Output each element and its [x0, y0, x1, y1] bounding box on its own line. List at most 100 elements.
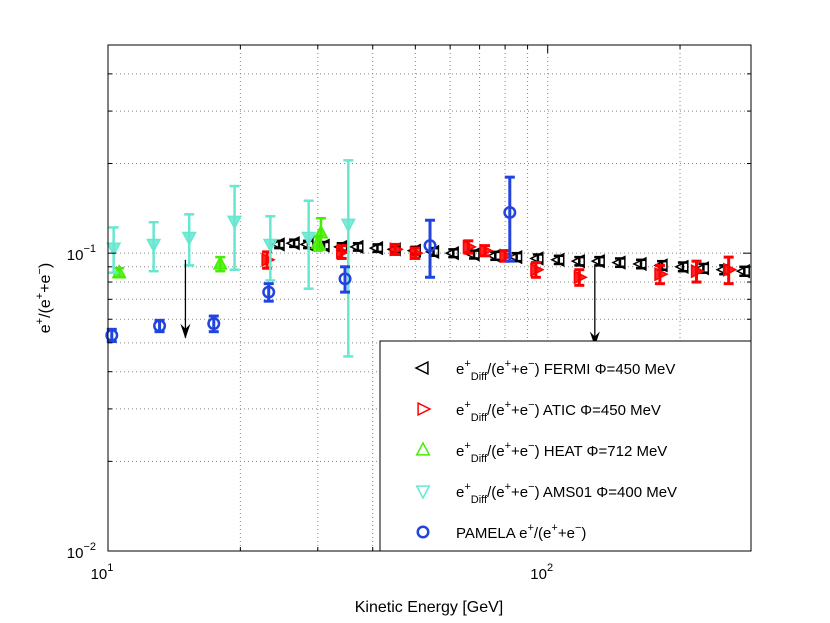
legend-label: e+Diff/(e++e−) AMS01 Φ=400 MeV	[456, 481, 677, 506]
data-point	[310, 234, 326, 249]
upper-limit-arrow	[180, 259, 191, 339]
legend-entry-atic: e+Diff/(e++e−) ATIC Φ=450 MeV	[417, 399, 661, 424]
legend: e+Diff/(e++e−) FERMI Φ=450 MeVe+Diff/(e+…	[379, 340, 752, 552]
data-point	[465, 247, 480, 262]
data-point	[507, 249, 523, 265]
data-point	[632, 256, 647, 272]
x-axis-label: Kinetic Energy [GeV]	[355, 599, 504, 616]
legend-label-part: /(e	[487, 443, 505, 460]
data-point	[270, 237, 285, 252]
legend-entry-ams01: e+Diff/(e++e−) AMS01 Φ=400 MeV	[415, 481, 677, 506]
data-point	[499, 248, 514, 263]
series-heat	[111, 216, 329, 279]
y-label-part: /(e	[37, 299, 54, 318]
data-point	[570, 254, 585, 269]
data-point	[212, 255, 228, 270]
legend-label-part: e	[456, 361, 464, 378]
legend-label-part: +	[505, 399, 511, 411]
series-pamela	[105, 175, 517, 344]
data-point	[106, 242, 122, 257]
data-point	[444, 246, 459, 261]
legend-label-part: +	[505, 481, 511, 493]
legend-label-part: Diff	[471, 371, 488, 383]
data-point	[654, 267, 669, 282]
data-point	[674, 259, 689, 274]
legend-label-part: Diff	[471, 412, 488, 424]
legend-marker	[415, 441, 431, 456]
data-point	[735, 264, 750, 279]
legend-entry-heat: e+Diff/(e++e−) HEAT Φ=712 MeV	[415, 440, 667, 465]
data-point	[462, 239, 478, 255]
data-point	[590, 254, 605, 269]
legend-label-part: +	[464, 358, 470, 370]
data-point	[423, 239, 437, 253]
legend-marker	[416, 525, 430, 539]
legend-label-part: ) HEAT Φ=712 MeV	[535, 443, 668, 460]
legend-label-part: +	[551, 522, 557, 534]
y-tick-label: 10−2	[67, 541, 96, 562]
legend-label-part: −	[528, 358, 534, 370]
legend-label-part: e	[456, 484, 464, 501]
legend-label-part: ) FERMI Φ=450 MeV	[535, 361, 676, 378]
legend-label-part: )	[581, 525, 586, 542]
data-point	[146, 238, 162, 254]
legend-label-part: /(e	[534, 525, 552, 542]
upper-limit-arrow	[589, 265, 600, 347]
data-point	[336, 244, 351, 260]
arrow-head	[180, 323, 191, 339]
y-tick-label: 10−1	[67, 243, 96, 264]
legend-label-part: +	[505, 358, 511, 370]
legend-label-part: +	[464, 481, 470, 493]
legend-label-part: +	[505, 440, 511, 452]
data-point	[349, 239, 364, 255]
y-label-part: +	[34, 293, 46, 299]
legend-label-part: ) AMS01 Φ=400 MeV	[535, 484, 677, 501]
data-point	[409, 246, 425, 261]
data-point	[285, 236, 300, 251]
data-point	[340, 218, 356, 233]
legend-label-part: /(e	[487, 484, 505, 501]
legend-label: e+Diff/(e++e−) HEAT Φ=712 MeV	[456, 440, 667, 465]
legend-label-part: e	[456, 402, 464, 419]
data-point	[261, 252, 276, 267]
data-point	[424, 244, 440, 260]
legend-label-part: −	[528, 399, 534, 411]
data-point	[105, 328, 119, 342]
data-point	[153, 319, 167, 333]
legend-label-part: Diff	[471, 453, 488, 465]
legend-label-part: −	[528, 440, 534, 452]
data-point	[389, 242, 404, 257]
data-point	[723, 262, 738, 277]
data-point	[262, 238, 278, 254]
legend-label: PAMELA e+/(e++e−)	[456, 522, 586, 542]
x-tick-label: 102	[530, 562, 553, 583]
legend-label-part: /(e	[487, 402, 505, 419]
legend-label: e+Diff/(e++e−) FERMI Φ=450 MeV	[456, 358, 675, 383]
y-label-part: −	[34, 268, 46, 274]
legend-label-part: /(e	[487, 361, 505, 378]
y-label-part: +	[34, 318, 46, 324]
data-point	[530, 262, 545, 277]
x-tick-label: 101	[91, 562, 114, 583]
legend-label-part: +e	[558, 525, 575, 542]
data-point	[479, 243, 494, 258]
data-layer	[105, 159, 750, 358]
legend-marker	[415, 485, 431, 500]
legend-label-part: +e	[511, 402, 528, 419]
data-point	[301, 231, 317, 246]
legend-marker	[417, 401, 432, 417]
data-point	[690, 264, 706, 279]
legend-label-part: +	[464, 440, 470, 452]
legend-label-part: −	[528, 481, 534, 493]
legend-label-part: +e	[511, 443, 528, 460]
legend-label-part: PAMELA e	[456, 525, 527, 542]
series-ams01	[106, 159, 356, 358]
data-point	[207, 317, 221, 331]
data-point	[226, 215, 243, 230]
legend-label-part: +e	[511, 361, 528, 378]
legend-box	[379, 340, 752, 552]
y-label-part: +e	[37, 274, 54, 292]
data-point	[338, 272, 352, 286]
svg-text:e+/(e++e−): e+/(e++e−)	[34, 263, 54, 333]
